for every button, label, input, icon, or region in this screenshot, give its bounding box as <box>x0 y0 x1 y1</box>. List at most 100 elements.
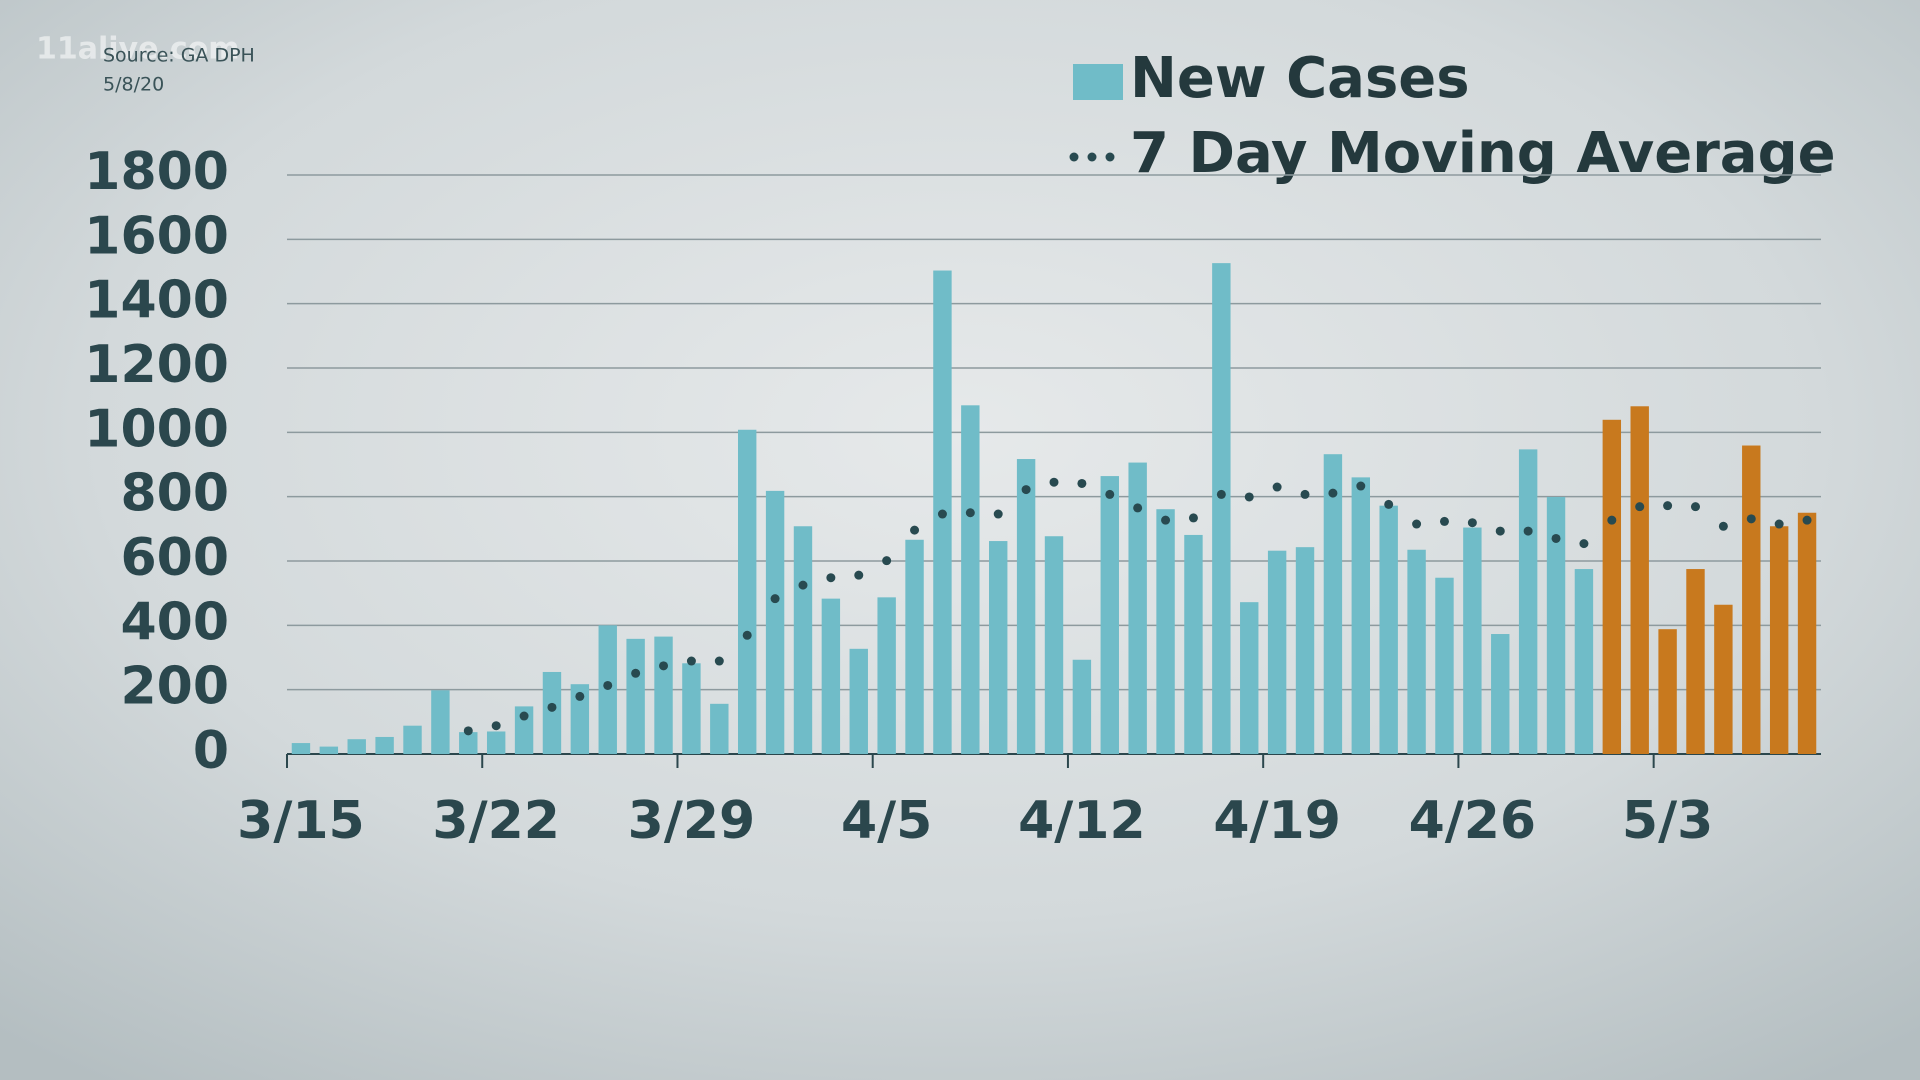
legend-swatch <box>1069 152 1079 162</box>
bar <box>1797 512 1817 754</box>
x-tick-label: 4/5 <box>841 791 932 851</box>
bar <box>1491 634 1510 754</box>
bar <box>403 725 422 754</box>
average-dot <box>659 661 669 671</box>
bar <box>1016 459 1036 754</box>
average-dot <box>1551 533 1561 543</box>
bar <box>1630 406 1649 754</box>
average-dot <box>1663 501 1673 511</box>
y-tick-label: 400 <box>120 592 229 652</box>
y-tick-label: 1400 <box>84 271 229 331</box>
bar <box>1658 629 1677 754</box>
bar <box>1602 419 1622 754</box>
average-dot <box>603 680 613 690</box>
average-dot <box>463 726 473 736</box>
watermark: 11alive.com <box>36 32 240 67</box>
average-dot <box>631 668 641 678</box>
average-dot <box>854 570 864 580</box>
bar <box>459 732 478 754</box>
y-tick-label: 600 <box>120 528 229 588</box>
bar <box>737 429 757 754</box>
source: Source: GA DPH <box>103 45 255 67</box>
bar <box>1435 577 1454 754</box>
average-dot <box>1021 485 1031 495</box>
bar <box>1072 659 1092 754</box>
bar <box>486 731 506 754</box>
bar <box>961 405 980 754</box>
bar <box>1351 477 1371 754</box>
bar <box>1574 569 1594 754</box>
y-tick-label: 1200 <box>84 335 229 395</box>
bar <box>542 671 562 754</box>
y-tick-label: 1600 <box>84 206 229 266</box>
bar <box>849 648 868 754</box>
bar <box>710 703 729 754</box>
y-tick-label: 200 <box>120 657 229 717</box>
bar <box>1463 527 1482 754</box>
legend-swatch <box>1105 152 1115 162</box>
x-tick-label: 3/15 <box>237 791 365 851</box>
average-dot <box>575 691 585 701</box>
average-dot <box>1161 515 1171 525</box>
y-tick-label: 0 <box>193 721 229 781</box>
x-tick-label: 4/19 <box>1213 791 1341 851</box>
bar <box>1686 569 1705 754</box>
average-dot <box>1077 478 1087 488</box>
bar <box>347 739 366 754</box>
bar <box>431 690 450 754</box>
average-dot <box>1244 492 1254 502</box>
y-tick-label: 1800 <box>84 142 229 202</box>
average-dot <box>993 509 1003 519</box>
x-tick-label: 3/29 <box>628 791 756 851</box>
average-dot <box>1495 526 1505 536</box>
average-dot <box>1133 503 1143 513</box>
legend-label: New Cases <box>1130 46 1470 111</box>
average-dot <box>1049 477 1059 487</box>
average-dot <box>1356 481 1366 491</box>
average-dot <box>1384 499 1394 509</box>
bar <box>1407 549 1426 754</box>
average-dot <box>1300 489 1310 499</box>
average-dot <box>1718 521 1728 531</box>
average-dot <box>742 630 752 640</box>
legend-swatch <box>1087 152 1097 162</box>
average-dot <box>937 509 947 519</box>
bar <box>1518 449 1538 754</box>
bar <box>654 636 673 754</box>
bar <box>1044 536 1064 754</box>
bar <box>1379 505 1398 754</box>
average-dot <box>1188 513 1198 523</box>
average-dot <box>1774 519 1784 529</box>
x-tick-label: 3/22 <box>432 791 560 851</box>
average-dot <box>1467 518 1477 528</box>
bar <box>793 526 813 754</box>
average-dot <box>1690 502 1700 512</box>
bar <box>1769 526 1789 754</box>
bar <box>682 663 701 754</box>
legend-label: 7 Day Moving Average <box>1130 121 1836 186</box>
average-dot <box>547 702 557 712</box>
average-dot <box>1579 539 1589 549</box>
bar <box>514 706 534 754</box>
average-dot <box>1328 488 1338 498</box>
bar <box>291 743 311 754</box>
average-dot <box>1607 515 1617 525</box>
average-dot <box>965 508 975 518</box>
bar <box>1267 550 1287 754</box>
average-dot <box>1412 519 1422 529</box>
average-dot <box>686 656 696 666</box>
bar <box>570 684 590 754</box>
average-dot <box>1746 514 1756 524</box>
bar <box>1742 445 1761 754</box>
y-tick-label: 800 <box>120 464 229 524</box>
average-dot <box>491 721 501 731</box>
legend-swatch <box>1073 64 1123 100</box>
bar <box>1295 547 1315 754</box>
average-dot <box>714 656 724 666</box>
x-tick-label: 4/26 <box>1409 791 1537 851</box>
bar <box>1212 263 1231 754</box>
average-dot <box>1635 502 1645 512</box>
bar <box>905 539 924 754</box>
average-dot <box>826 573 836 583</box>
